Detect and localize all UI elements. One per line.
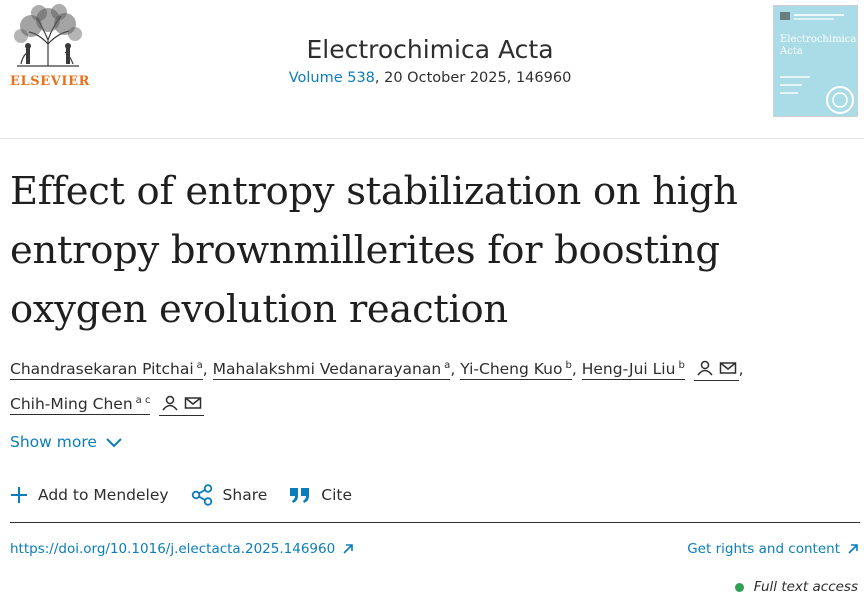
doi-link[interactable]: https://doi.org/10.1016/j.electacta.2025…	[10, 541, 353, 557]
affiliation-mark: a	[196, 360, 203, 371]
article-actions: Add to Mendeley Share Cite	[10, 484, 374, 506]
volume-link[interactable]: Volume 538	[288, 70, 375, 86]
doi-text: https://doi.org/10.1016/j.electacta.2025…	[10, 541, 336, 557]
author-link[interactable]: Heng-Jui Liu b	[581, 360, 685, 380]
plus-icon	[11, 487, 27, 503]
actions-divider	[10, 522, 860, 523]
elsevier-logo[interactable]: ELSEVIER	[9, 4, 89, 92]
header-divider	[0, 138, 864, 139]
elsevier-tree-logo	[9, 4, 87, 70]
external-arrow-icon	[848, 544, 858, 554]
author-separator: ,	[450, 360, 456, 378]
chevron-down-icon	[106, 438, 122, 448]
author-name: Chandrasekaran Pitchai	[10, 360, 194, 378]
cover-title: Electrochimica Acta	[780, 34, 857, 57]
cite-button[interactable]: Cite	[289, 486, 352, 504]
envelope-icon	[185, 397, 202, 409]
publisher-wordmark: ELSEVIER	[10, 74, 91, 89]
issue-details: , 20 October 2025, 146960	[374, 70, 572, 86]
share-button[interactable]: Share	[191, 484, 268, 506]
article-title: Effect of entropy stabilization on high …	[10, 169, 738, 332]
envelope-icon	[719, 362, 736, 374]
access-text: Full text access	[753, 579, 858, 595]
mendeley-label: Add to Mendeley	[38, 486, 169, 504]
rights-link[interactable]: Get rights and content	[687, 541, 858, 557]
affiliation-mark: a	[444, 360, 451, 371]
journal-name[interactable]: Electrochimica Acta	[306, 35, 554, 64]
journal-header: Electrochimica Acta Volume 538, 20 Octob…	[230, 34, 630, 86]
journal-cover[interactable]: Electrochimica Acta	[773, 5, 858, 117]
share-icon	[191, 484, 212, 506]
cover-artwork	[780, 12, 854, 114]
quote-icon	[290, 488, 310, 503]
author-contact-icons[interactable]	[159, 393, 205, 416]
author-link[interactable]: Chih-Ming Chen a c	[10, 395, 151, 415]
external-arrow-icon	[343, 544, 353, 554]
author-link[interactable]: Mahalakshmi Vedanarayanan a	[212, 360, 451, 380]
author-separator: ,	[571, 360, 577, 378]
affiliation-mark: b	[678, 360, 685, 371]
show-more-button[interactable]: Show more	[10, 433, 123, 451]
affiliation-mark: b	[565, 360, 572, 371]
cite-label: Cite	[321, 486, 353, 504]
rights-text: Get rights and content	[687, 541, 840, 557]
author-link[interactable]: Chandrasekaran Pitchai a	[10, 360, 203, 380]
author-list: Chandrasekaran Pitchai a, Mahalakshmi Ved…	[10, 350, 860, 420]
author-name: Mahalakshmi Vedanarayanan	[212, 360, 442, 378]
author-contact-icons[interactable]	[693, 358, 739, 381]
author-separator: ,	[738, 360, 744, 378]
show-more-label: Show more	[10, 433, 97, 451]
author-name: Chih-Ming Chen	[10, 395, 133, 413]
journal-issue-meta: Volume 538, 20 October 2025, 146960	[230, 70, 630, 86]
author-separator: ,	[202, 360, 208, 378]
add-to-mendeley-button[interactable]: Add to Mendeley	[10, 486, 169, 504]
person-icon	[162, 395, 178, 411]
access-indicator-dot	[734, 582, 744, 592]
author-name: Heng-Jui Liu	[581, 360, 676, 378]
share-label: Share	[222, 486, 268, 504]
author-name: Yi-Cheng Kuo	[460, 360, 563, 378]
affiliation-mark: a c	[135, 395, 151, 406]
person-icon	[697, 360, 713, 376]
access-status: Full text access	[734, 579, 858, 595]
author-link[interactable]: Yi-Cheng Kuo b	[460, 360, 572, 380]
